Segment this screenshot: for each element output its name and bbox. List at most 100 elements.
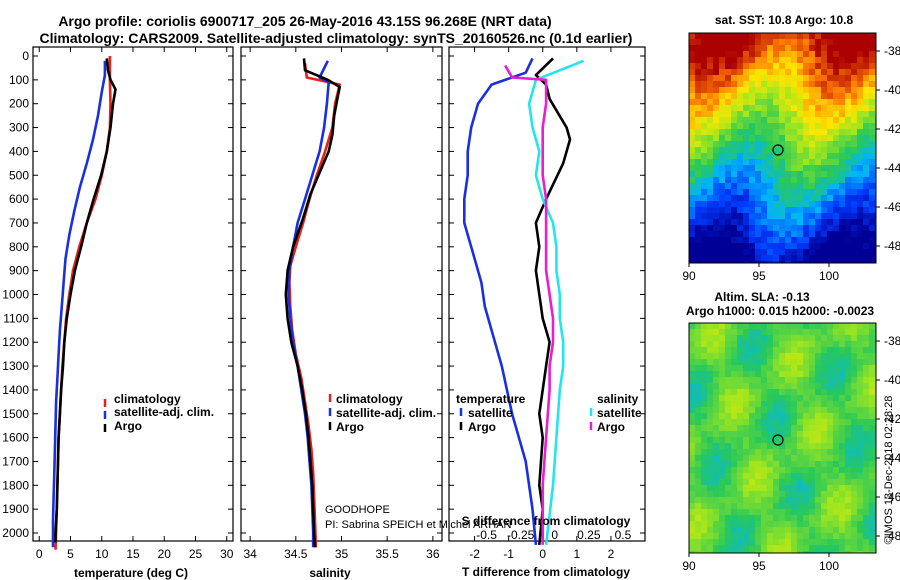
map-cell [845,485,851,491]
map-cell [821,243,827,249]
map-cell [785,383,791,389]
map-cell [869,75,875,81]
map-cell [719,147,725,153]
map-cell [809,341,815,347]
map-cell [713,39,719,45]
sst-map-title: sat. SST: 10.8 Argo: 10.8 [715,13,854,27]
map-cell [767,473,773,479]
map-cell [827,545,833,551]
map-cell [695,347,701,353]
map-cell [791,461,797,467]
x-tick-label: 0 [36,547,43,561]
map-cell [767,147,773,153]
map-cell [695,117,701,123]
map-cell [719,111,725,117]
map-cell [689,33,695,39]
map-cell [857,413,863,419]
map-cell [767,371,773,377]
map-cell [725,123,731,129]
map-cell [755,413,761,419]
map-cell [689,129,695,135]
map-cell [797,503,803,509]
map-cell [839,261,845,263]
map-cell [803,359,809,365]
map-cell [719,383,725,389]
pressure-tick-label: 2000 [2,526,29,540]
map-cell [821,509,827,515]
map-cell [815,473,821,479]
map-cell [713,237,719,243]
map-cell [851,425,857,431]
map-cell [863,231,869,237]
map-cell [755,341,761,347]
map-cell [755,473,761,479]
map-cell [767,353,773,359]
map-cell [869,249,875,255]
map-cell [707,515,713,521]
map-cell [863,413,869,419]
map-cell [791,135,797,141]
map-cell [803,249,809,255]
map-cell [779,545,785,551]
map-cell [785,189,791,195]
map-cell [701,425,707,431]
map-cell [713,243,719,249]
map-cell [725,347,731,353]
map-cell [743,87,749,93]
map-cell [743,443,749,449]
map-cell [833,261,839,263]
map-cell [743,39,749,45]
map-cell [791,201,797,207]
map-cell [713,377,719,383]
map-cell [707,99,713,105]
map-cell [797,371,803,377]
map-cell [773,473,779,479]
map-cell [833,491,839,497]
map-cell [815,135,821,141]
map-cell [773,539,779,545]
map-cell [737,485,743,491]
map-cell [785,551,791,553]
map-cell [827,389,833,395]
map-cell [815,371,821,377]
sla-map-title: Altim. SLA: -0.13 [714,290,810,304]
x-tick-label: 35 [335,547,349,561]
map-cell [749,225,755,231]
map-cell [701,485,707,491]
map-cell [731,207,737,213]
map-cell [701,449,707,455]
map-cell [833,503,839,509]
map-cell [827,87,833,93]
map-cell [827,51,833,57]
map-cell [701,135,707,141]
map-cell [803,189,809,195]
legend-t-argo: Argo [468,420,496,434]
map-cell [785,165,791,171]
map-cell [815,231,821,237]
map-cell [755,515,761,521]
map-cell [815,177,821,183]
map-cell [839,33,845,39]
map-cell [737,141,743,147]
map-cell [815,503,821,509]
map-cell [803,551,809,553]
map-cell [833,153,839,159]
map-cell [719,521,725,527]
map-cell [731,431,737,437]
map-cell [833,365,839,371]
map-cell [803,231,809,237]
map-cell [815,201,821,207]
map-cell [815,189,821,195]
map-cell [719,201,725,207]
map-cell [713,407,719,413]
map-cell [779,57,785,63]
map-cell [803,467,809,473]
map-cell [827,413,833,419]
map-cell [749,75,755,81]
map-cell [719,93,725,99]
map-cell [851,521,857,527]
map-cell [815,249,821,255]
map-cell [839,105,845,111]
map-cell [779,213,785,219]
